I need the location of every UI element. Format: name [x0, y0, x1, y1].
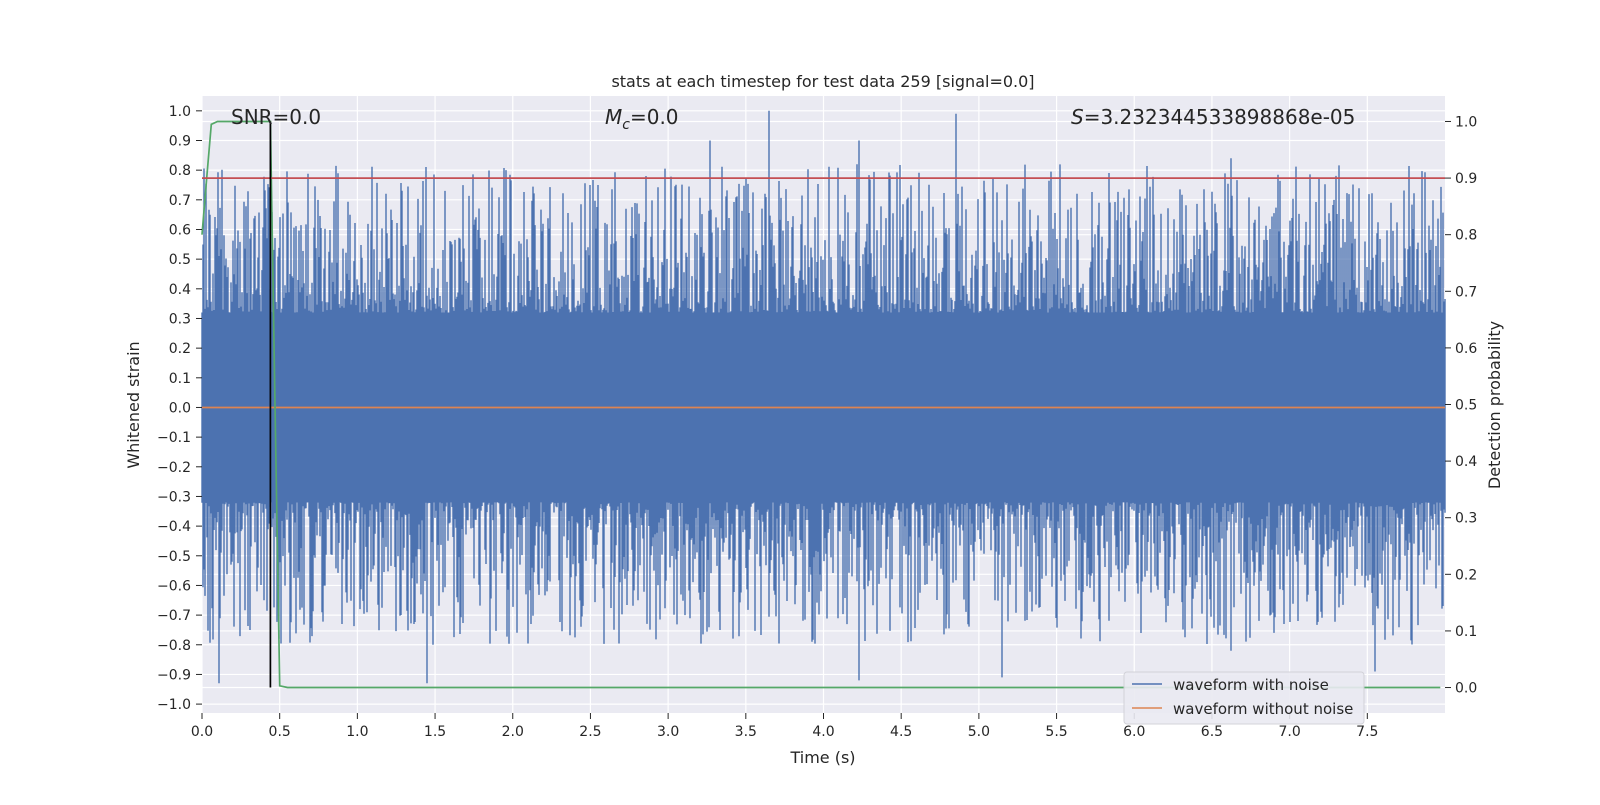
x-tick-label: 5.0 — [968, 724, 990, 740]
y-tick-label: 0.7 — [169, 193, 191, 209]
right-y-tick-label: 0.8 — [1455, 228, 1477, 244]
x-axis-label: Time (s) — [789, 748, 855, 767]
y-tick-label: −0.9 — [157, 667, 191, 683]
legend-box — [1123, 671, 1365, 725]
right-y-tick-labels: 1.0 0.9 0.8 0.7 0.6 0.5 0.4 0.3 0.2 0.1 0.0 — [1445, 114, 1477, 697]
y-tick-label: −0.8 — [157, 638, 191, 654]
mc-subscript: c — [622, 117, 630, 133]
right-y-tick-label: 0.6 — [1455, 341, 1477, 357]
chart-title: stats at each timestep for test data 259… — [611, 72, 1034, 91]
y-tick-label: 0.6 — [169, 222, 191, 238]
s-annotation: S=3.232344533898868e-05 — [1071, 105, 1355, 129]
right-y-tick-label: 0.1 — [1455, 624, 1477, 640]
s-symbol: S — [1071, 105, 1084, 129]
x-tick-label: 1.5 — [424, 724, 446, 740]
y-tick-labels: 1.0 0.9 0.8 0.7 0.6 0.5 0.4 0.3 0.2 0.1 0.0 −0.1 −0.… — [157, 104, 202, 713]
legend-label-waveform-with-noise: waveform with noise — [1173, 676, 1329, 694]
x-tick-label: 7.5 — [1356, 724, 1378, 740]
x-tick-label: 4.5 — [890, 724, 912, 740]
mc-symbol: M — [605, 105, 622, 129]
detection-probability-line — [201, 120, 1441, 689]
line-series — [201, 120, 1445, 689]
right-y-tick-label: 0.7 — [1455, 284, 1477, 300]
right-y-tick-label: 1.0 — [1455, 114, 1477, 130]
mc-value: =0.0 — [630, 105, 679, 129]
right-y-axis-label: Detection probability — [1485, 321, 1504, 489]
y-tick-label: 0.5 — [169, 252, 191, 268]
x-tick-label: 4.0 — [812, 724, 834, 740]
x-tick-label: 3.5 — [735, 724, 757, 740]
y-tick-label: −0.4 — [157, 519, 191, 535]
x-tick-label: 0.5 — [269, 724, 291, 740]
right-y-tick-label: 0.4 — [1455, 454, 1477, 470]
y-tick-label: 0.9 — [169, 133, 191, 149]
y-axis-label: Whitened strain — [124, 341, 143, 468]
mc-annotation: Mc=0.0 — [605, 105, 679, 133]
right-y-tick-label: 0.5 — [1455, 398, 1477, 414]
y-tick-label: 0.4 — [169, 282, 191, 298]
x-tick-label: 2.5 — [579, 724, 601, 740]
legend: waveform with noise waveform without noi… — [1123, 671, 1365, 725]
y-tick-label: −0.3 — [157, 489, 191, 505]
snr-annotation: SNR=0.0 — [231, 105, 321, 129]
x-tick-label: 7.0 — [1278, 724, 1300, 740]
x-tick-label: 6.0 — [1123, 724, 1145, 740]
y-tick-label: −1.0 — [157, 697, 191, 713]
y-tick-label: −0.1 — [157, 430, 191, 446]
x-tick-label: 2.0 — [502, 724, 524, 740]
x-tick-label: 5.5 — [1045, 724, 1067, 740]
y-tick-label: 0.1 — [169, 371, 191, 387]
y-tick-label: −0.7 — [157, 608, 191, 624]
y-tick-label: −0.6 — [157, 578, 191, 594]
x-tick-label: 6.5 — [1201, 724, 1223, 740]
x-tick-label: 1.0 — [346, 724, 368, 740]
x-tick-label: 0.0 — [191, 724, 213, 740]
right-y-tick-label: 0.3 — [1455, 511, 1477, 527]
y-tick-label: 0.3 — [169, 311, 191, 327]
y-tick-label: −0.2 — [157, 460, 191, 476]
y-tick-label: −0.5 — [157, 549, 191, 565]
right-y-tick-label: 0.2 — [1455, 567, 1477, 583]
x-tick-label: 3.0 — [657, 724, 679, 740]
y-tick-label: 0.0 — [169, 400, 191, 416]
legend-label-waveform-without-noise: waveform without noise — [1173, 700, 1353, 718]
right-y-tick-label: 0.9 — [1455, 171, 1477, 187]
x-tick-labels: 0.0 0.5 1.0 1.5 2.0 2.5 3.0 3.5 4.0 4.5 5.0 5.5 6.0 6… — [191, 713, 1378, 740]
right-y-tick-label: 0.0 — [1455, 681, 1477, 697]
y-tick-label: 0.2 — [169, 341, 191, 357]
y-tick-label: 1.0 — [169, 104, 191, 120]
s-value: =3.232344533898868e-05 — [1084, 105, 1356, 129]
y-tick-label: 0.8 — [169, 163, 191, 179]
